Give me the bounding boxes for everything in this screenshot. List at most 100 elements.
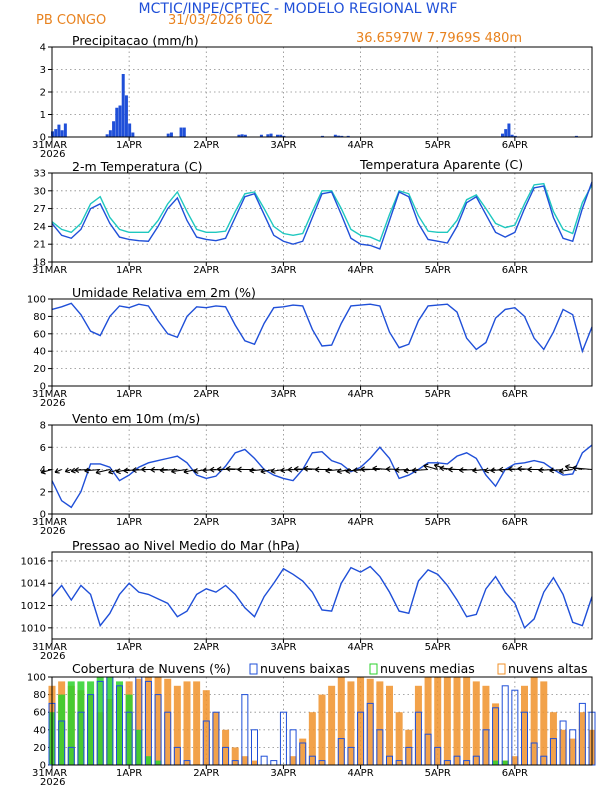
cloud-bar-nuvens-altas [155,677,162,765]
cloud-bar-nuvens-altas [579,712,586,765]
x-tick-label: 3APR [270,642,296,653]
precip-bar [170,133,173,138]
precip-bar [119,106,122,138]
legend-entry: nuvens baixas [260,661,350,676]
cloud-bar-nuvens-altas [492,703,499,765]
cloud-bar-nuvens-medias [77,681,84,765]
precip-bar [122,74,125,137]
cloud-bar-nuvens-altas [482,686,489,765]
cloud-bar-nuvens-altas [309,712,316,765]
panel-title: Umidade Relativa em 2m (%) [72,285,256,300]
cloud-bar-nuvens-altas [367,679,374,765]
y-tick-label: 2 [40,487,46,498]
panel-frame [52,552,592,639]
legend-swatch [250,664,257,674]
wind-arrow-head [109,473,114,474]
cloud-bar-nuvens-altas [347,681,354,765]
header-coords: 36.6597W 7.7969S 480m [356,31,522,46]
cloud-bar-nuvens-medias [97,677,104,765]
cloud-bar-nuvens-altas [251,761,258,765]
cloud-bar-nuvens-medias [492,761,499,765]
precip-bar [112,121,115,137]
precip-bar [504,129,507,137]
wind-arrow-head [116,472,120,474]
x-tick-label: 2APR [193,389,219,400]
y-tick-label: 6 [40,443,46,454]
y-tick-label: 60 [33,329,46,340]
legend-entry: nuvens altas [508,661,588,676]
y-tick-label: 20 [33,364,46,375]
panel-title: Vento em 10m (m/s) [72,411,200,426]
y-tick-label: 27 [33,204,46,215]
x-tick-label: 6APR [502,265,528,276]
panel-title: Cobertura de Nuvens (%) [72,661,231,676]
y-tick-label: 1014 [21,579,46,590]
x-tick-label: 3APR [270,768,296,779]
meteogram: MCTIC/INPE/CPTEC - MODELO REGIONAL WRF P… [0,0,612,792]
cloud-bar-nuvens-altas [174,686,181,765]
x-tick-label: 1APR [116,768,142,779]
x-tick-label: 2APR [193,642,219,653]
cloud-bar-nuvens-medias [58,695,65,765]
x-tick-label: 1APR [116,140,142,151]
cloud-bar-nuvens-altas [241,756,248,765]
y-tick-label: 100 [27,673,46,684]
x-tick-label: 31MAR [32,265,67,276]
cloud-bar-nuvens-altas [203,690,210,765]
x-tick-label: 2APR [193,768,219,779]
y-tick-label: 100 [27,295,46,306]
cloud-bar-nuvens-altas [560,730,567,765]
legend-swatch [498,664,505,674]
wind-arrow-head [424,464,429,465]
header-run: 31/03/2026 00Z [168,13,273,28]
precip-bar [54,129,57,137]
x-tick-label: 3APR [270,265,296,276]
cloud-bar-nuvens-medias [145,756,152,765]
precip-bar [180,128,183,137]
x-tick-label: 4APR [347,517,373,528]
y-tick-label: 1 [40,110,46,121]
cloud-bar-nuvens-medias [135,730,142,765]
wind-arrow-head [171,472,175,474]
x-tick-year: 2026 [40,526,65,537]
wind-arrow-head [71,471,75,473]
x-tick-year: 2026 [40,651,65,662]
precip-bar [128,124,131,138]
cloud-bar-nuvens-altas [531,677,538,765]
cloud-bar-nuvens-altas [290,756,297,765]
cloud-bar-nuvens-medias [116,681,123,765]
wind-arrow-head [55,472,60,473]
x-tick-label: 4APR [347,140,373,151]
cloud-bar-nuvens-altas [434,677,441,765]
wind-arrow-head [434,464,439,465]
x-tick-label: 4APR [347,642,373,653]
cloud-bar-nuvens-altas [145,677,152,765]
x-tick-label: 6APR [502,140,528,151]
cloud-bar-nuvens-altas [473,681,480,765]
legend-swatch [370,664,377,674]
x-tick-label: 6APR [502,389,528,400]
y-tick-label: 1010 [21,623,46,634]
header-station: PB CONGO [36,13,106,28]
y-tick-label: 60 [33,708,46,719]
cloud-bar-nuvens-baixas [280,712,286,765]
cloud-bar-nuvens-medias [106,677,113,765]
cloud-bar-nuvens-medias [87,681,94,765]
cloud-bar-nuvens-baixas [261,756,267,765]
panels: 0123431MAR20261APR 2APR 3APR 4APR 5APR 6APRPr… [21,33,596,788]
y-tick-label: 24 [33,222,46,233]
x-tick-label: 1APR [116,517,142,528]
wind-arrow-head [337,472,341,474]
y-tick-label: 1012 [21,601,46,612]
series-line [52,303,592,351]
precip-bar [57,125,60,137]
panel-title: Precipitacao (mm/h) [72,33,199,48]
x-tick-label: 6APR [502,768,528,779]
cloud-bar-nuvens-medias [68,681,75,765]
x-tick-label: 5APR [425,140,451,151]
cloud-bar-nuvens-altas [376,681,383,765]
wind-arrow-head [261,472,265,474]
legend-apparent-temperature: Temperatura Aparente (C) [359,157,523,172]
series-line [52,445,592,507]
series-line [52,567,592,628]
